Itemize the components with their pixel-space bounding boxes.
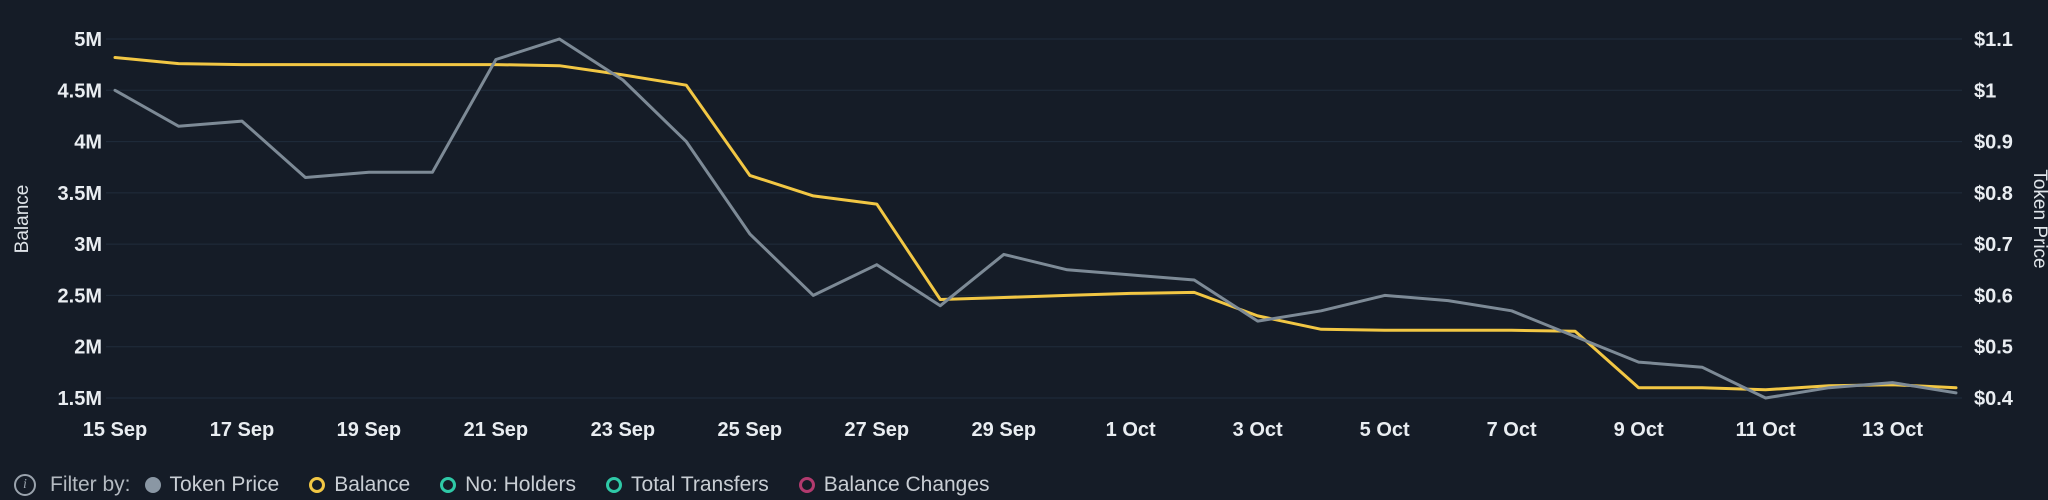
x-axis-tick-label: 23 Sep: [591, 419, 655, 441]
filter-by-label: Filter by:: [50, 473, 131, 496]
balance-marker-icon: [309, 477, 326, 493]
x-axis-tick-label: 27 Sep: [845, 419, 909, 441]
x-axis-tick-label: 21 Sep: [464, 419, 528, 441]
legend-item-balance[interactable]: Balance: [309, 473, 410, 497]
x-axis-tick-label: 7 Oct: [1487, 419, 1537, 441]
y-axis-left-tick-label: 3M: [74, 234, 102, 256]
legend-item-label: No: Holders: [465, 473, 577, 496]
x-axis-tick-label: 19 Sep: [337, 419, 401, 441]
x-axis-tick-label: 25 Sep: [718, 419, 782, 441]
y-axis-left-tick-label: 2M: [74, 337, 102, 359]
total-transfers-marker-icon: [606, 477, 623, 493]
x-axis-tick-label: 11 Oct: [1736, 419, 1796, 441]
y-axis-left-tick-label: 4.5M: [58, 80, 102, 102]
left-axis-title: Balance: [12, 185, 33, 254]
x-axis-tick-label: 1 Oct: [1106, 419, 1156, 441]
x-axis-tick-label: 15 Sep: [83, 419, 147, 441]
y-axis-left-tick-label: 3.5M: [58, 183, 102, 205]
x-axis-tick-label: 9 Oct: [1614, 419, 1664, 441]
info-icon[interactable]: i: [14, 474, 36, 496]
balance-changes-marker-icon: [798, 477, 815, 493]
y-axis-left-tick-label: 1.5M: [58, 388, 102, 410]
x-axis-tick-label: 3 Oct: [1233, 419, 1283, 441]
y-axis-right-tick-label: $0.5: [1974, 337, 2013, 359]
y-axis-right-tick-label: $0.6: [1974, 285, 2013, 307]
legend-item-label: Balance Changes: [823, 473, 990, 496]
right-axis-title: Token Price: [2029, 169, 2048, 268]
y-axis-right-tick-label: $0.4: [1974, 388, 2014, 410]
legend-item-token-price[interactable]: Token Price: [144, 473, 280, 497]
y-axis-right-tick-label: $0.7: [1974, 234, 2013, 256]
token-price-line[interactable]: [113, 37, 1958, 400]
chart-legend-bar: i Filter by: Token Price Balance No: Holde…: [14, 473, 990, 497]
legend-item-balance-changes[interactable]: Balance Changes: [798, 473, 990, 497]
token-price-marker-icon: [144, 477, 161, 493]
legend-item-no-holders[interactable]: No: Holders: [440, 473, 576, 497]
y-axis-right-tick-label: $1: [1974, 80, 1996, 102]
legend-item-label: Balance: [334, 473, 411, 496]
x-axis-tick-label: 17 Sep: [210, 419, 274, 441]
y-axis-left-tick-label: 4M: [74, 132, 102, 154]
y-axis-right-tick-label: $0.9: [1974, 132, 2013, 154]
y-axis-right-tick-label: $0.8: [1974, 183, 2013, 205]
balance-line[interactable]: [113, 56, 1958, 392]
legend-items: Token Price Balance No: Holders Total Trans…: [144, 473, 990, 497]
y-axis-right-tick-label: $1.1: [1974, 29, 2013, 51]
x-axis-tick-label: 29 Sep: [972, 419, 1036, 441]
legend-item-label: Total Transfers: [631, 473, 769, 496]
y-axis-left-tick-label: 5M: [74, 29, 102, 51]
no-holders-marker-icon: [440, 477, 457, 493]
legend-item-total-transfers[interactable]: Total Transfers: [606, 473, 769, 497]
x-axis-tick-label: 13 Oct: [1862, 419, 1923, 441]
x-axis-tick-label: 5 Oct: [1360, 419, 1410, 441]
legend-item-label: Token Price: [169, 473, 280, 496]
y-axis-left-tick-label: 2.5M: [58, 285, 102, 307]
